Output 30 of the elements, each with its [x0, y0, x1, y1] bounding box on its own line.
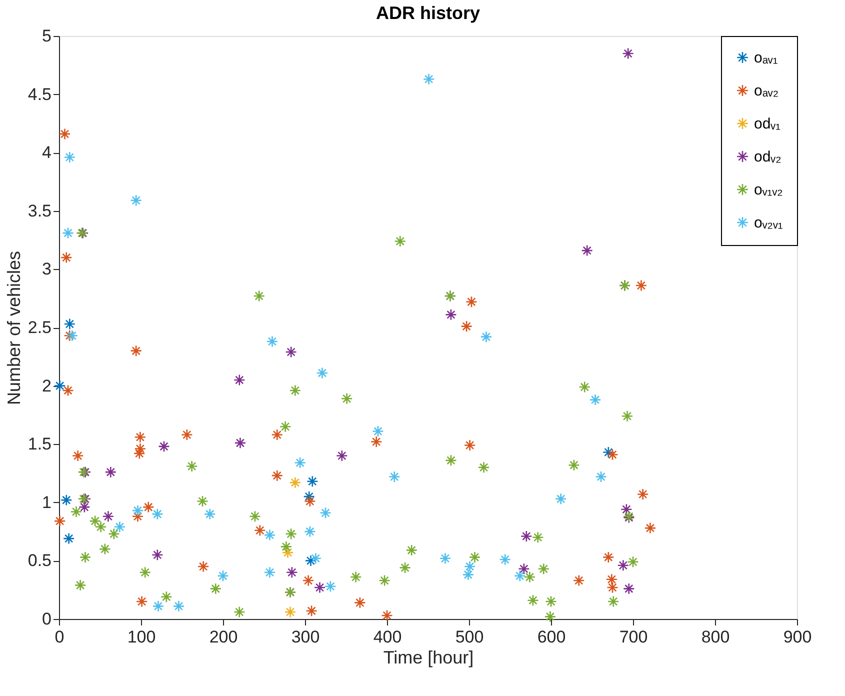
x-tick-label: 400 — [373, 628, 402, 646]
y-tick-label: 3 — [42, 260, 52, 279]
x-tick-label: 800 — [701, 628, 730, 646]
chart-title: ADR history — [376, 3, 480, 23]
x-tick-label: 600 — [537, 628, 566, 646]
x-tick-label: 300 — [291, 628, 320, 646]
legend-label: oₐᵥ₁ — [754, 50, 778, 66]
legend-label: oₐᵥ₂ — [754, 82, 779, 100]
x-tick-label: 200 — [209, 628, 238, 646]
legend-label: odᵥ₂ — [754, 148, 782, 166]
legend-label: oᵥ₂ᵥ₁ — [754, 214, 783, 232]
y-tick-label: 0.5 — [28, 551, 52, 570]
y-axis-title: Number of vehicles — [4, 250, 24, 406]
x-tick-label: 500 — [455, 628, 484, 646]
y-tick-label: 1.5 — [28, 434, 52, 454]
x-tick-label: 900 — [783, 628, 812, 646]
y-tick-label: 1 — [42, 492, 52, 512]
x-tick-label: 700 — [619, 628, 648, 646]
y-tick-label: 5 — [42, 26, 52, 46]
legend-label: oᵥ₁ᵥ₂ — [754, 182, 784, 198]
y-tick-label: 2.5 — [28, 318, 52, 337]
y-tick-label: 0 — [42, 610, 52, 628]
x-tick-label: 100 — [127, 628, 156, 646]
y-tick-label: 4 — [42, 143, 52, 162]
legend-label: odᵥ₁ — [754, 116, 781, 132]
x-axis-title: Time [hour] — [383, 648, 474, 668]
y-tick-label: 4.5 — [28, 84, 52, 104]
y-tick-label: 3.5 — [28, 201, 52, 220]
y-tick-label: 2 — [42, 376, 52, 396]
x-tick-label: 0 — [54, 628, 64, 646]
